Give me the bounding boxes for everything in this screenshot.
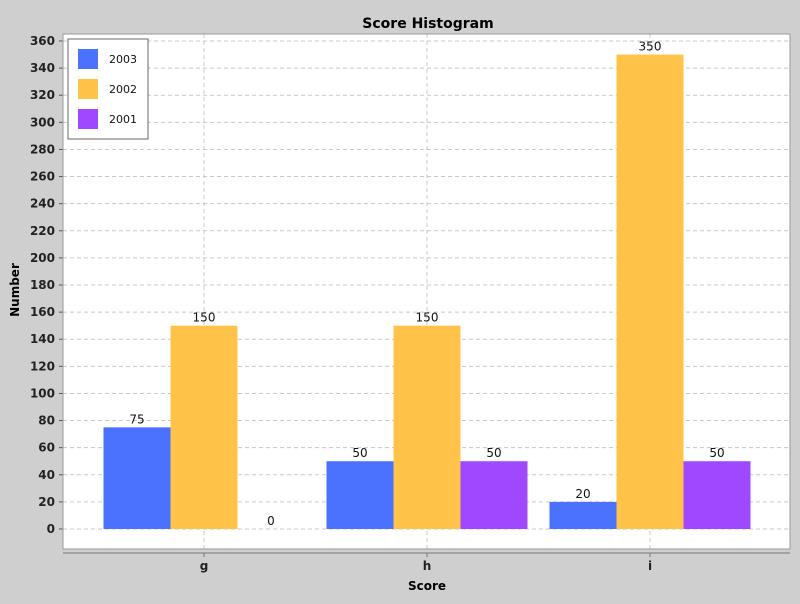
data-label: 20 (575, 487, 590, 501)
legend-label: 2002 (109, 83, 137, 96)
legend-swatch (78, 109, 98, 129)
y-tick-label: 160 (30, 305, 55, 319)
data-label: 150 (416, 311, 439, 325)
bar (616, 54, 684, 530)
data-label: 0 (267, 514, 275, 528)
y-tick-label: 180 (30, 278, 55, 292)
y-tick-label: 260 (30, 170, 55, 184)
x-tick-label: h (423, 559, 432, 573)
y-tick-label: 80 (38, 414, 55, 428)
data-label: 50 (352, 446, 367, 460)
data-label: 75 (129, 412, 144, 426)
y-tick-label: 360 (30, 34, 55, 48)
y-tick-label: 200 (30, 251, 55, 265)
data-label: 50 (486, 446, 501, 460)
legend-label: 2001 (109, 113, 137, 126)
y-tick-label: 280 (30, 142, 55, 156)
data-label: 150 (193, 311, 216, 325)
plot-area: 0204060801001201401601802002202402602803… (30, 33, 791, 573)
y-tick-label: 120 (30, 359, 55, 373)
legend-swatch (78, 49, 98, 69)
bar (683, 461, 751, 529)
bar (170, 325, 238, 529)
legend-swatch (78, 79, 98, 99)
bar (460, 461, 528, 529)
y-tick-label: 300 (30, 115, 55, 129)
y-tick-label: 60 (38, 441, 55, 455)
plot-frame (62, 33, 791, 550)
y-tick-label: 220 (30, 224, 55, 238)
y-tick-label: 20 (38, 495, 55, 509)
bar (103, 427, 171, 529)
y-tick-label: 240 (30, 197, 55, 211)
y-tick-label: 40 (38, 468, 55, 482)
data-label: 350 (639, 40, 662, 54)
y-tick-label: 340 (30, 61, 55, 75)
x-tick-label: i (648, 559, 652, 573)
bar (549, 501, 617, 529)
y-tick-label: 100 (30, 386, 55, 400)
y-axis-label: Number (8, 263, 22, 317)
y-tick-label: 140 (30, 332, 55, 346)
x-axis-label: Score (408, 579, 446, 593)
legend-label: 2003 (109, 53, 137, 66)
bar (393, 325, 461, 529)
x-tick-label: g (200, 559, 209, 573)
chart-title: Score Histogram (362, 16, 493, 32)
bar (326, 461, 394, 529)
data-label: 50 (709, 446, 724, 460)
y-tick-label: 0 (47, 522, 55, 536)
y-tick-label: 320 (30, 88, 55, 102)
